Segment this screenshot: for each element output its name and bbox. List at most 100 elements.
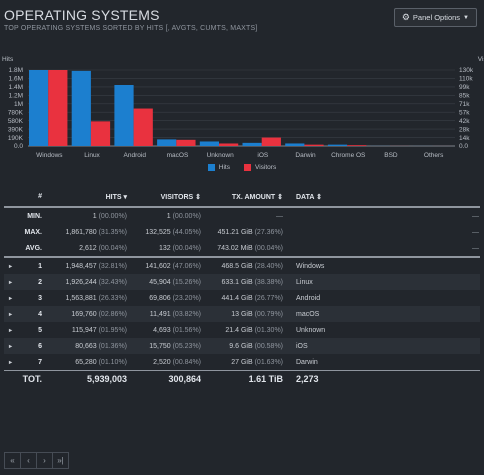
chart-legend: Hits Visitors: [0, 164, 484, 171]
bar-hits: [242, 142, 262, 146]
legend-item-hits[interactable]: Hits: [207, 164, 230, 171]
row-visitors: 69,806 (23.20%): [149, 294, 201, 302]
right-tick-label: 130k: [459, 67, 474, 74]
left-tick-label: 580K: [8, 118, 24, 125]
row-visitors: 45,904 (15.26%): [128, 274, 202, 290]
table-row[interactable]: ▸ 3 1,563,881 (26.33%) 69,806 (23.20%) 441.4…: [4, 290, 480, 306]
row-index: ▸ 2: [4, 274, 48, 290]
bar-hits: [114, 85, 134, 146]
table-row[interactable]: ▸ 5 115,947 (01.95%) 4,693 (01.56%) 21.4 GiB…: [4, 322, 480, 338]
last-page-button[interactable]: »|: [52, 452, 69, 469]
expand-caret-icon[interactable]: ▸: [9, 359, 13, 366]
left-tick-label: 1.8M: [9, 67, 23, 74]
hits-swatch: [207, 164, 215, 171]
right-tick-label: 0.0: [459, 143, 468, 150]
table-row[interactable]: ▸ 1 1,948,457 (32.81%) 141,602 (47.06%) 468.…: [4, 257, 480, 274]
summary-row-min: MIN. 1 (00.00%) 1 (00.00%) — —: [4, 207, 480, 224]
expand-caret-icon[interactable]: ▸: [9, 279, 13, 286]
os-bar-chart: Hits Visitors 1.8M 130k 1.6M 110k 1.4M 99k 1.2M 8…: [0, 50, 484, 185]
row-data: macOS: [284, 306, 480, 322]
row-visitors: 141,602 (47.06%): [145, 262, 201, 270]
row-index: ▸ 6: [4, 338, 48, 354]
x-tick-label: Windows: [36, 152, 63, 159]
x-tick-label: Unknown: [207, 152, 234, 159]
right-axis-title: Visitors: [478, 56, 484, 63]
total-visitors: 300,864: [128, 370, 202, 387]
row-data: Darwin: [296, 358, 318, 366]
bar-visitors: [133, 108, 153, 146]
data-header-label: DATA: [296, 193, 315, 201]
row-data: Windows: [296, 262, 325, 270]
left-tick-label: 0.0: [14, 143, 23, 150]
next-page-button[interactable]: ›: [36, 452, 53, 469]
x-tick-label: Linux: [84, 152, 100, 159]
bar-hits: [71, 70, 91, 146]
col-header-hits[interactable]: HITS ▾: [48, 187, 128, 208]
bar-visitors: [304, 144, 324, 146]
table-row[interactable]: ▸ 4 169,760 (02.86%) 11,491 (03.82%) 13 GiB …: [4, 306, 480, 322]
legend-label-hits: Hits: [218, 164, 230, 171]
summary-data: —: [472, 212, 479, 220]
row-tx: 633.1 GiB (38.38%): [202, 274, 284, 290]
expand-caret-icon[interactable]: ▸: [9, 311, 13, 318]
row-visitors: 15,750 (05.23%): [128, 338, 202, 354]
row-tx: 21.4 GiB (01.30%): [225, 326, 283, 334]
panel-options-button[interactable]: ⚙ Panel Options ▼: [393, 8, 477, 27]
expand-caret-icon[interactable]: ▸: [9, 343, 13, 350]
bar-hits: [29, 70, 49, 146]
summary-row-max: MAX. 1,861,780 (31.35%) 132,525 (44.05%)…: [4, 224, 480, 240]
expand-caret-icon[interactable]: ▸: [9, 327, 13, 334]
col-header-data[interactable]: DATA ⇕: [284, 187, 480, 208]
table-row[interactable]: ▸ 2 1,926,244 (32.43%) 45,904 (15.26%) 633.1…: [4, 274, 480, 290]
row-tx: 468.5 GiB (28.40%): [221, 262, 284, 270]
table-row[interactable]: ▸ 7 65,280 (01.10%) 2,520 (00.84%) 27 GiB (0…: [4, 354, 480, 371]
right-tick-label: 110k: [459, 76, 473, 83]
panel-subtitle: TOP OPERATING SYSTEMS SORTED BY HITS [, …: [4, 25, 258, 32]
row-hits: 169,760 (02.86%): [48, 306, 128, 322]
summary-hits: 2,612 (00.04%): [48, 240, 128, 258]
row-hits: 80,663 (01.36%): [48, 338, 128, 354]
left-tick-label: 780K: [8, 109, 24, 116]
bar-hits: [285, 143, 305, 146]
bar-hits: [157, 139, 177, 146]
row-data: iOS: [284, 338, 480, 354]
table-header-row: # HITS ▾ VISITORS ⇕ TX. AMOUNT ⇕ DATA ⇕: [4, 187, 480, 208]
col-header-visitors[interactable]: VISITORS ⇕: [128, 187, 202, 208]
visitors-header-label: VISITORS: [160, 193, 194, 201]
bar-visitors: [219, 143, 239, 146]
row-data: Android: [296, 294, 321, 302]
summary-data: —: [472, 228, 479, 236]
sort-icon: ⇕: [277, 193, 283, 201]
prev-page-button[interactable]: ‹: [20, 452, 37, 469]
summary-hits: 1 (00.00%): [92, 212, 127, 220]
left-tick-label: 190K: [8, 135, 24, 142]
left-tick-label: 1.6M: [9, 76, 23, 83]
right-tick-label: 14k: [459, 135, 470, 142]
x-tick-label: iOS: [257, 152, 269, 159]
gear-icon: ⚙: [401, 12, 410, 22]
right-tick-label: 42k: [459, 118, 470, 125]
row-hits: 1,563,881 (26.33%): [65, 294, 127, 302]
bar-hits: [327, 144, 348, 146]
expand-caret-icon[interactable]: ▸: [9, 263, 13, 270]
expand-caret-icon[interactable]: ▸: [9, 295, 13, 302]
row-index: ▸ 7: [4, 354, 48, 371]
right-tick-label: 57k: [459, 109, 470, 116]
row-index: ▸ 5: [4, 322, 48, 338]
legend-item-visitors[interactable]: Visitors: [244, 164, 276, 171]
bar-visitors: [90, 121, 111, 146]
row-index: ▸ 3: [4, 290, 48, 306]
total-tx: 1.61 TiB: [202, 370, 284, 387]
summary-data: —: [284, 240, 480, 258]
first-page-button[interactable]: «: [4, 452, 21, 469]
row-visitors: 2,520 (00.84%): [153, 358, 201, 366]
right-tick-label: 28k: [459, 126, 470, 133]
chart-svg: Hits Visitors 1.8M 130k 1.6M 110k 1.4M 99k 1.2M 8…: [2, 56, 484, 159]
hits-header-label: HITS: [105, 193, 122, 201]
total-row: TOT. 5,939,003 300,864 1.61 TiB 2,273: [4, 370, 480, 387]
col-header-tx[interactable]: TX. AMOUNT ⇕: [202, 187, 284, 208]
row-tx: 27 GiB (01.63%): [231, 358, 283, 366]
sort-icon: ⇕: [195, 193, 201, 201]
bar-hits: [199, 141, 220, 146]
table-row[interactable]: ▸ 6 80,663 (01.36%) 15,750 (05.23%) 9.6 GiB …: [4, 338, 480, 354]
